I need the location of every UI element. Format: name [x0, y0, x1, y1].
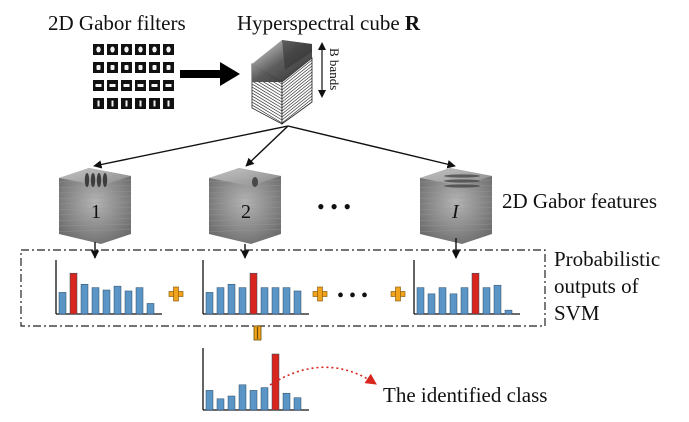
gabor-filters-label: 2D Gabor filters [48, 11, 186, 35]
feature-cube-3: I [419, 168, 493, 244]
gabor-filter-tile [93, 80, 104, 91]
gabor-filter-tile [149, 62, 160, 73]
bar [91, 287, 100, 315]
probabilistic-outputs-label: Probabilistic outputs of SVM [554, 247, 665, 325]
identified-class-label: The identified class [383, 383, 547, 407]
hyperspectral-cube [251, 40, 313, 125]
features-to-svm-arrows [90, 238, 461, 259]
svm-outputs-box [20, 249, 546, 327]
bar [482, 287, 491, 315]
plus-sign [168, 286, 184, 302]
gabor-filter-tile [93, 62, 104, 73]
gabor-filter-tile [163, 80, 174, 91]
bar [227, 283, 236, 315]
bar [493, 284, 502, 315]
gabor-feature-cubes: 1 2 I [58, 168, 493, 244]
highlighted-bar [471, 272, 480, 315]
prob-line-3: SVM [554, 301, 600, 325]
gabor-filter-tile [163, 44, 174, 55]
bar [205, 292, 214, 315]
gabor-filter-tile [107, 44, 118, 55]
gabor-filter-tile [121, 80, 132, 91]
feature-cube-label: I [451, 201, 460, 223]
cube-symbol: R [405, 11, 421, 35]
chart-ellipsis: • • • [337, 285, 368, 307]
cube-ellipsis: • • • [317, 194, 351, 219]
gabor-filter-tile [107, 62, 118, 73]
gabor-filter-tile [135, 44, 146, 55]
bar [282, 287, 291, 315]
bar [238, 384, 247, 411]
bar [113, 285, 122, 315]
plus-sign [312, 286, 328, 302]
svm-output-2 [202, 260, 309, 315]
gabor-filter-tile [121, 44, 132, 55]
bar [238, 287, 247, 315]
plus-sign [390, 286, 406, 302]
gabor-filter-tile [121, 62, 132, 73]
bar [58, 292, 67, 315]
identified-class-arrow [269, 366, 377, 386]
bar [146, 303, 155, 315]
bar [216, 398, 225, 411]
prob-line-1: Probabilistic [554, 247, 660, 271]
gabor-filter-tile [107, 98, 118, 109]
bar [504, 309, 513, 315]
svm-bar-charts [55, 260, 520, 411]
bar [282, 392, 291, 411]
cube-to-features-arrows [93, 125, 456, 169]
bar [260, 387, 269, 411]
bar [427, 293, 436, 315]
gabor-filter-tile [121, 98, 132, 109]
bar [460, 287, 469, 315]
bar [449, 293, 458, 315]
prob-line-2: outputs of [554, 274, 639, 298]
bar [102, 289, 111, 315]
bands-label: B bands [327, 48, 342, 90]
svm-output-1 [55, 260, 162, 315]
bar [135, 287, 144, 315]
bar [293, 397, 302, 411]
bar [205, 390, 214, 411]
cube-title: Hyperspectral cube R [237, 11, 421, 35]
fused-output [202, 348, 309, 411]
gabor-filter-tile [93, 44, 104, 55]
feature-cube-1: 1 [58, 168, 132, 244]
gabor-filter-grid [93, 44, 174, 109]
gabor-features-label: 2D Gabor features [502, 189, 657, 213]
highlighted-bar [69, 272, 78, 315]
gabor-filter-tile [149, 80, 160, 91]
gabor-filter-tile [135, 98, 146, 109]
feature-cube-2: 2 [208, 168, 282, 244]
bar [227, 395, 236, 411]
gabor-filter-tile [163, 98, 174, 109]
gabor-filter-tile [93, 98, 104, 109]
bar [216, 287, 225, 315]
bar [80, 283, 89, 315]
cube-title-text: Hyperspectral cube [237, 11, 405, 35]
gabor-filter-tile [163, 62, 174, 73]
bands-indicator: B bands [318, 42, 342, 98]
equals-sign [253, 325, 262, 341]
bar [249, 390, 258, 411]
bar [293, 290, 302, 315]
bar [124, 290, 133, 315]
gabor-filter-tile [149, 98, 160, 109]
gabor-filter-tile [149, 44, 160, 55]
fusion-plus-signs [168, 286, 406, 302]
bar [416, 287, 425, 315]
filter-to-cube-arrow [180, 62, 240, 86]
gabor-filter-tile [135, 62, 146, 73]
gabor-filter-tile [135, 80, 146, 91]
bar [271, 287, 280, 315]
bar [260, 287, 269, 315]
gabor-filter-tile [107, 80, 118, 91]
highlighted-bar [249, 272, 258, 315]
bar [438, 287, 447, 315]
feature-cube-label: 2 [241, 201, 251, 223]
feature-cube-label: 1 [91, 201, 101, 223]
svm-output-I [413, 260, 520, 315]
